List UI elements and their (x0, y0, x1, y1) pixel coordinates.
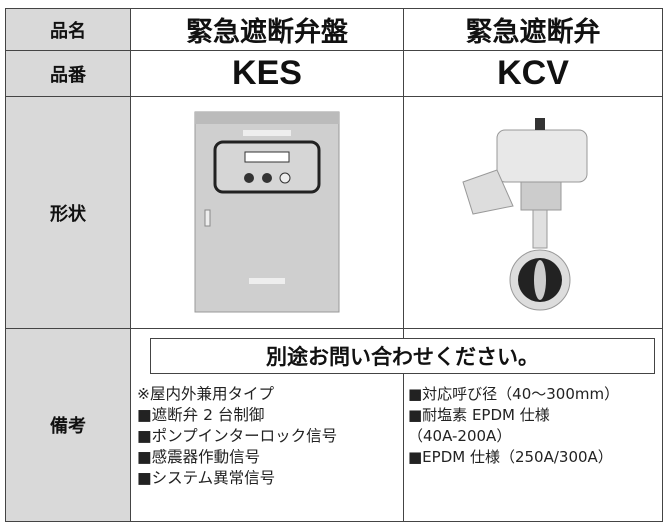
row-label: 備考 (5, 328, 131, 522)
note: ■感震器作動信号 (137, 448, 261, 466)
note: ■対応呼び径（40～300mm） (408, 385, 620, 403)
product-code: KCV (403, 50, 663, 97)
note: ■EPDM 仕様（250A/300A） (408, 448, 613, 466)
product-name: 緊急遮断弁 (403, 8, 663, 51)
row-label: 品番 (5, 50, 131, 97)
note-list: ※屋内外兼用タイプ ■遮断弁 2 台制御 ■ポンプインターロック信号 ■感震器作動信号… (137, 384, 337, 489)
note: ■遮断弁 2 台制御 (137, 406, 265, 424)
note: ■ポンプインターロック信号 (137, 427, 338, 445)
product-name: 緊急遮断弁盤 (130, 8, 404, 51)
row-label: 形状 (5, 96, 131, 329)
note-list: ■対応呼び径（40～300mm） ■耐塩素 EPDM 仕様 （40A-200A） ■E… (408, 384, 619, 468)
product-code: KES (130, 50, 404, 97)
valve-image (462, 118, 588, 311)
cabinet-image (194, 111, 340, 313)
row-label: 品名 (5, 8, 131, 51)
note: （40A-200A） (408, 427, 512, 445)
note: ※屋内外兼用タイプ (137, 385, 274, 403)
note: ■システム異常信号 (137, 469, 276, 487)
notes-cell (403, 328, 663, 522)
image-cell (130, 96, 404, 329)
note: ■耐塩素 EPDM 仕様 (408, 406, 550, 424)
notice: 別途お問い合わせください。 (150, 338, 655, 374)
image-cell (403, 96, 663, 329)
